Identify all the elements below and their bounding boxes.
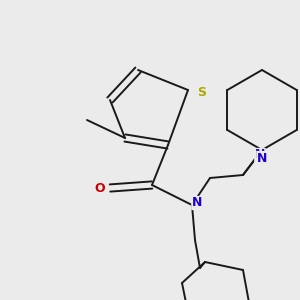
- Text: N: N: [257, 152, 267, 164]
- Text: O: O: [95, 182, 105, 194]
- Text: S: S: [197, 85, 206, 98]
- Text: N: N: [255, 148, 265, 161]
- Text: N: N: [192, 196, 202, 209]
